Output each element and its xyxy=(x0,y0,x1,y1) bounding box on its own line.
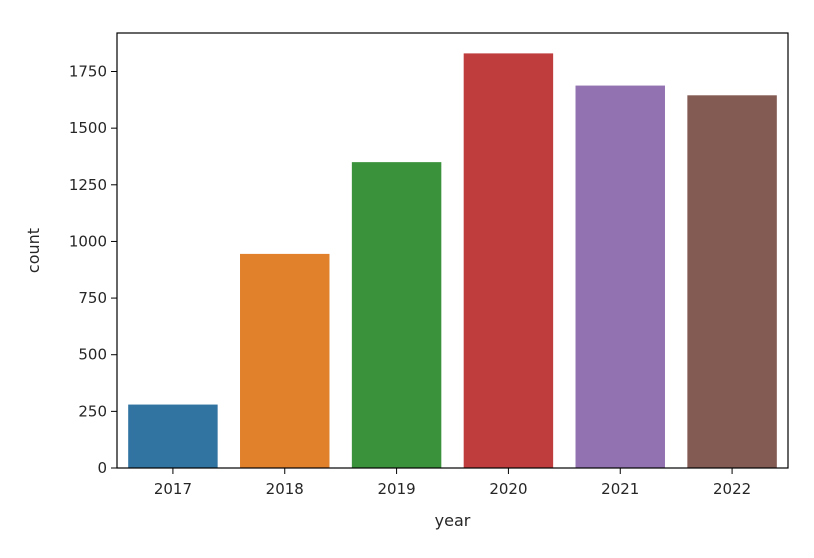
x-tick-label: 2020 xyxy=(489,480,527,498)
bar-2021 xyxy=(575,85,665,468)
bar-2017 xyxy=(128,404,218,468)
bar-2020 xyxy=(463,53,554,468)
y-tick-label: 500 xyxy=(78,346,107,364)
y-tick-label: 1500 xyxy=(69,119,107,137)
x-tick-label: 2017 xyxy=(154,480,192,498)
x-axis-label: year xyxy=(435,511,471,530)
y-tick-label: 1250 xyxy=(69,176,107,194)
y-tick-label: 1750 xyxy=(69,63,107,81)
y-tick-label: 0 xyxy=(97,459,107,477)
bar-2022 xyxy=(687,95,777,468)
y-tick-label: 750 xyxy=(78,289,107,307)
y-tick-label: 1000 xyxy=(69,232,107,250)
x-tick-label: 2022 xyxy=(713,480,751,498)
x-tick-label: 2018 xyxy=(266,480,304,498)
bar-2018 xyxy=(240,253,330,468)
plot-frame xyxy=(116,32,789,469)
bars xyxy=(128,53,777,468)
x-tick-label: 2019 xyxy=(377,480,415,498)
x-axis-ticks: 2017 2018 2019 2020 2021 2022 xyxy=(154,468,751,498)
bar-2019 xyxy=(351,162,442,468)
y-axis-ticks: 0 250 500 750 1000 1250 1500 1750 xyxy=(69,63,117,477)
y-axis-label: count xyxy=(24,228,43,273)
y-tick-label: 250 xyxy=(78,402,107,420)
x-tick-label: 2021 xyxy=(601,480,639,498)
